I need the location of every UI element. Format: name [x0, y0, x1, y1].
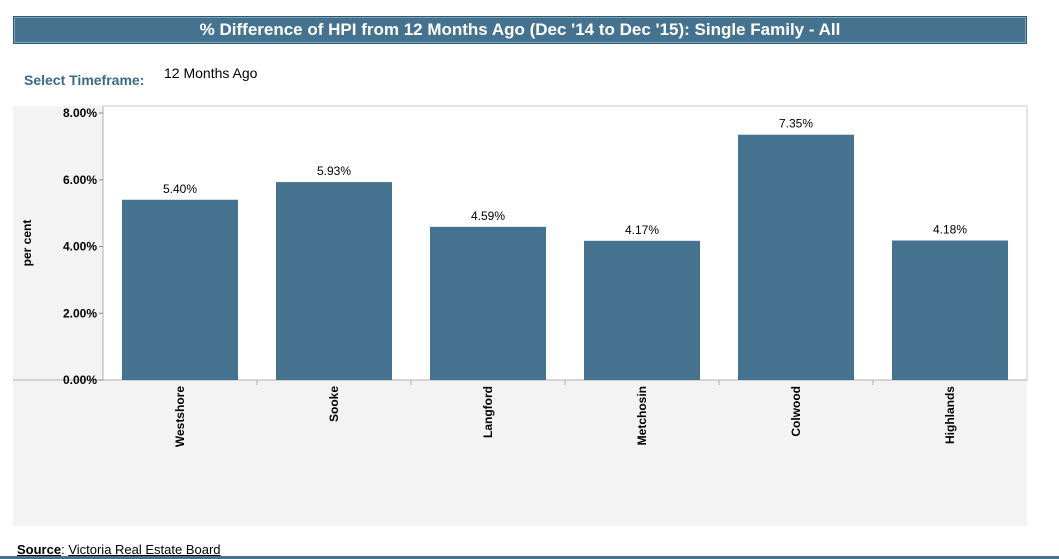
y-tick-label: 6.00%: [63, 173, 97, 187]
bar: [122, 199, 238, 380]
y-tick-label: 2.00%: [63, 306, 97, 320]
bar: [430, 226, 546, 380]
bottom-rule: [0, 556, 1059, 559]
chart-title: % Difference of HPI from 12 Months Ago (…: [199, 20, 841, 39]
bar-value-label: 4.18%: [933, 222, 967, 236]
source-note: Source: Victoria Real Estate Board: [17, 542, 221, 557]
bar-value-label: 4.59%: [471, 209, 505, 223]
chart-title-bar: % Difference of HPI from 12 Months Ago (…: [13, 16, 1027, 44]
bar: [584, 240, 700, 380]
bar: [892, 240, 1008, 380]
timeframe-label: Select Timeframe:: [24, 72, 145, 88]
x-category-label: Sooke: [327, 386, 341, 422]
source-separator: :: [61, 542, 69, 557]
y-tick-label: 8.00%: [63, 106, 97, 120]
source-value[interactable]: Victoria Real Estate Board: [68, 542, 221, 557]
y-tick-label: 0.00%: [63, 373, 97, 387]
x-category-label: Highlands: [943, 386, 957, 444]
source-label: Source: [17, 542, 62, 557]
plot-area: [103, 106, 1027, 380]
x-category-label: Langford: [481, 386, 495, 438]
bar-value-label: 4.17%: [625, 223, 659, 237]
x-category-label: Westshore: [173, 386, 187, 447]
bar-value-label: 7.35%: [779, 117, 813, 131]
y-axis-title: per cent: [20, 220, 34, 267]
x-category-label: Colwood: [789, 386, 803, 437]
bar: [276, 182, 392, 380]
y-tick-label: 4.00%: [63, 240, 97, 254]
x-category-label: Metchosin: [635, 386, 649, 445]
bar-value-label: 5.40%: [163, 182, 197, 196]
bar: [738, 134, 854, 380]
timeframe-selector[interactable]: 12 Months Ago: [164, 65, 258, 81]
bar-value-label: 5.93%: [317, 164, 351, 178]
